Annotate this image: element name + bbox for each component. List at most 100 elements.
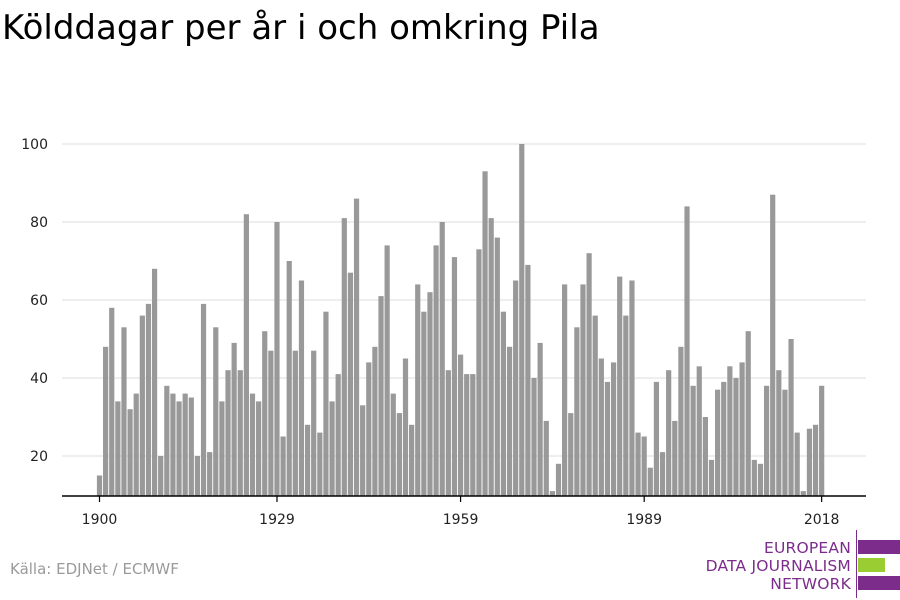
bar-1954 [427,292,433,496]
bar-1959 [457,354,464,496]
bar-2000 [708,459,715,496]
bar-1941 [347,272,354,496]
bar-1984 [610,362,617,496]
bar-1952 [415,284,421,496]
bar-2009 [763,385,770,496]
bar-1982 [598,358,604,496]
logo-divider [856,530,857,598]
bar-1976 [562,284,568,496]
bar-1990 [647,467,653,496]
bar-1904 [121,327,127,496]
bar-1928 [268,350,274,496]
bar-1966 [500,311,507,496]
bar-1932 [292,350,298,496]
x-tick-label-1900: 1900 [82,512,118,528]
bar-2017 [812,424,819,496]
bar-1978 [574,327,580,496]
bar-1938 [329,401,335,496]
bar-1962 [476,249,482,496]
bar-1963 [482,171,488,497]
bar-1927 [262,331,268,496]
bar-1914 [182,393,188,496]
x-tick-label-2018: 2018 [804,512,840,528]
bar-2012 [782,389,788,496]
bar-1983 [604,381,611,496]
bar-1934 [304,424,311,496]
bar-2003 [727,366,733,496]
bar-1945 [372,346,378,496]
bar-1997 [690,385,696,496]
bar-1942 [353,198,360,496]
bar-1965 [494,237,500,496]
logo-text-line1: EUROPEAN [763,539,851,557]
bar-1967 [506,346,513,496]
bar-1999 [702,417,708,496]
y-tick-label-40: 40 [30,371,48,387]
bar-1940 [341,218,347,496]
edjnet-logo[interactable]: EUROPEAN DATA JOURNALISM NETWORK [700,530,900,600]
bar-1907 [139,315,145,496]
y-tick-label-80: 80 [30,215,48,231]
bar-1991 [653,381,660,496]
bar-1900 [96,475,103,496]
bar-1936 [317,432,323,496]
bar-1903 [115,401,121,496]
bar-1921 [225,370,231,496]
axes: 20 40 60 80 100 1900 1929 1959 1989 2018 [21,137,866,528]
bar-2010 [770,194,776,496]
bar-1937 [323,311,329,496]
bar-2002 [721,381,727,496]
bar-1939 [335,374,341,496]
x-tick-label-1989: 1989 [626,512,662,528]
x-tick-label-1929: 1929 [259,512,295,528]
bar-1977 [568,413,574,496]
bar-1989 [641,436,647,496]
bar-1919 [213,327,219,496]
bar-1988 [635,432,641,496]
bar-2018 [819,385,825,496]
bar-1906 [133,393,139,496]
bar-2015 [800,491,806,496]
bar-1956 [439,222,445,496]
bar-1908 [145,303,152,496]
bar-1971 [531,378,537,496]
bar-1970 [525,264,531,496]
logo-bar-purple-top [858,540,900,554]
bar-2006 [745,331,751,496]
bar-1960 [464,374,470,496]
bar-1924 [243,214,249,496]
bar-1951 [409,424,415,496]
bar-1911 [164,385,170,496]
bar-1933 [298,280,305,496]
bar-1996 [684,206,690,496]
bar-2013 [788,339,794,496]
bar-1923 [237,370,243,496]
bar-1913 [176,401,182,496]
bar-1920 [219,401,225,496]
bar-1916 [194,456,201,496]
bar-1995 [678,346,684,496]
bars [96,144,825,497]
bar-1915 [188,397,194,496]
bar-1926 [256,401,262,496]
source-note: Källa: EDJNet / ECMWF [10,560,179,578]
bar-1986 [623,315,629,496]
logo-bar-green [858,558,885,572]
bar-1994 [672,420,678,496]
bar-1961 [470,374,476,496]
logo-text-line2: DATA JOURNALISM [705,557,851,575]
bar-1944 [366,362,372,496]
bar-1972 [537,342,543,496]
bar-1981 [592,315,598,496]
bar-2008 [757,463,764,496]
logo-text-line3: NETWORK [770,575,851,593]
bar-1969 [519,144,525,496]
y-tick-label-100: 100 [21,137,48,153]
bar-1948 [390,393,396,496]
bar-1964 [488,218,494,496]
bar-1985 [617,276,623,496]
bar-2007 [751,459,757,496]
bar-1935 [311,350,317,496]
bar-1998 [696,366,702,496]
x-tick-label-1959: 1959 [443,512,479,528]
